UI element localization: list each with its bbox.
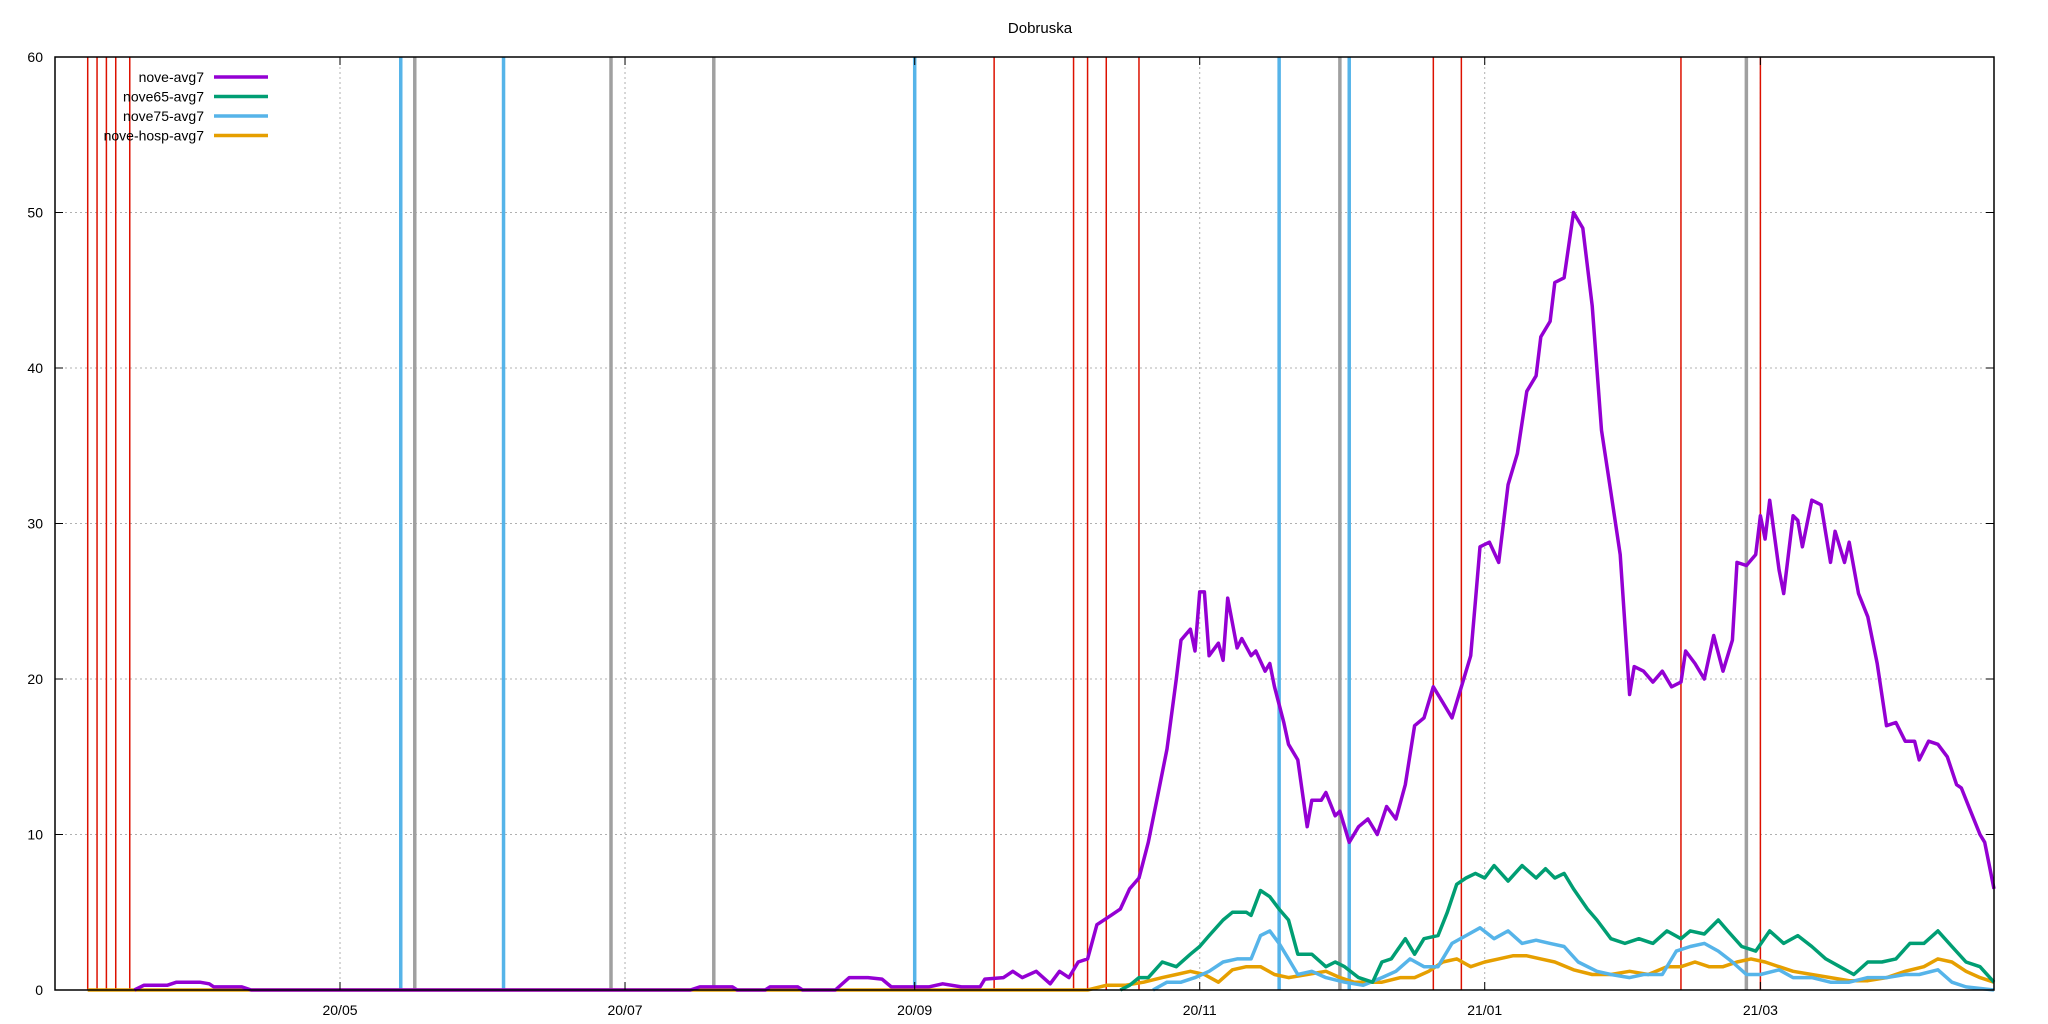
series-line-nove75-avg7 [1152,926,1995,992]
legend: nove-avg7 nove65-avg7 nove75-avg7 nove-hosp… [104,69,268,144]
y-tick-label: 60 [27,49,43,65]
y-tick-label: 50 [27,205,43,221]
x-tick-label: 21/01 [1467,1002,1502,1018]
series-line-nove65-avg7 [1119,863,1996,992]
x-tick-label: 20/07 [607,1002,642,1018]
y-tick-label: 30 [27,516,43,532]
x-tick-label: 20/05 [322,1002,357,1018]
y-tick-label: 0 [35,982,43,998]
y-tick-label: 10 [27,827,43,843]
legend-label: nove-avg7 [139,69,205,85]
x-tick-label: 21/03 [1743,1002,1778,1018]
y-tick-label: 40 [27,360,43,376]
x-tick-label: 20/11 [1183,1002,1217,1018]
legend-label: nove75-avg7 [123,108,204,124]
chart-title: Dobruska [1008,20,1073,37]
legend-label: nove65-avg7 [123,89,204,105]
series-line-nove-hosp-avg7 [87,954,1995,992]
event-lines [86,57,1762,990]
axis-layer: 0 10 20 30 40 50 60 20/05 20/07 20/09 20/11 21/01 21… [27,49,1994,1018]
series-layer [87,210,1996,992]
legend-label: nove-hosp-avg7 [104,128,205,144]
grid-layer [55,57,1994,990]
series-line-nove-avg7 [133,210,1996,992]
x-tick-label: 20/09 [897,1002,932,1018]
y-tick-label: 20 [27,671,43,687]
